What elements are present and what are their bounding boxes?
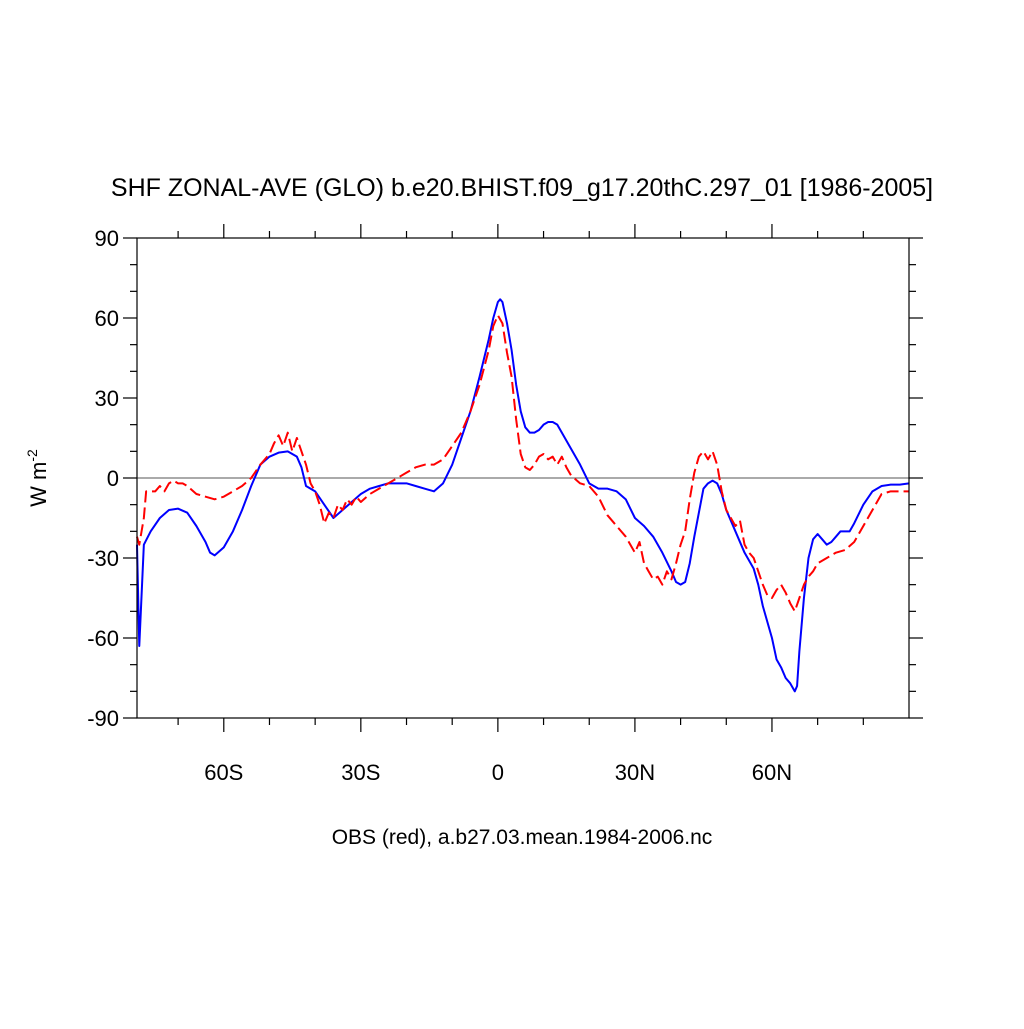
- series-line: [136, 314, 909, 613]
- plot-frame: [136, 237, 910, 719]
- y-tick-label: -30: [87, 546, 119, 571]
- x-tick-label: 30S: [341, 760, 380, 785]
- chart-title: SHF ZONAL-AVE (GLO) b.e20.BHIST.f09_g17.…: [111, 174, 933, 202]
- x-tick-label: 60S: [204, 760, 243, 785]
- y-axis-label-text: W m: [26, 462, 51, 507]
- y-tick-label: 60: [95, 306, 119, 331]
- y-tick-label: -60: [87, 626, 119, 651]
- subtitle: OBS (red), a.b27.03.mean.1984-2006.nc: [332, 826, 713, 849]
- y-tick-label: -90: [87, 706, 119, 731]
- y-tick-label: 0: [107, 466, 119, 491]
- x-tick-label: 60N: [752, 760, 792, 785]
- y-tick-label: 90: [95, 226, 119, 251]
- x-tick-label: 0: [492, 760, 504, 785]
- x-tick-label: 30N: [615, 760, 655, 785]
- y-axis-label-superscript: -2: [24, 449, 40, 462]
- y-tick-label: 30: [95, 386, 119, 411]
- y-axis-label: W m-2: [24, 449, 51, 507]
- series-line: [136, 298, 910, 693]
